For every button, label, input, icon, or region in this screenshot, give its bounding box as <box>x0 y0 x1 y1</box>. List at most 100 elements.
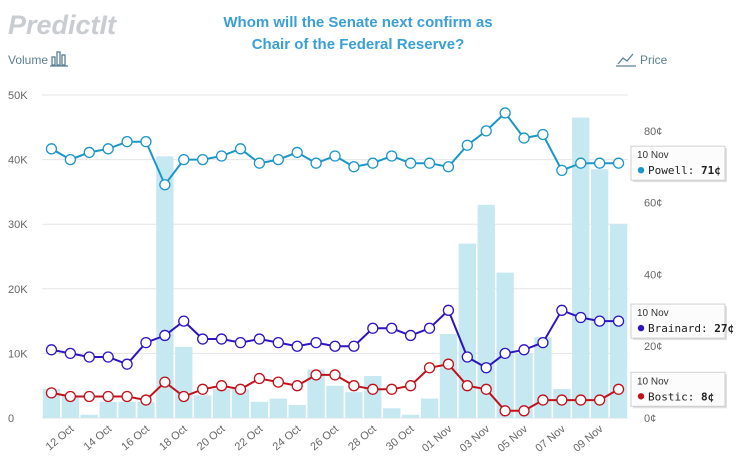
price-point <box>121 390 133 403</box>
date-tick-label: 22 Oct <box>233 423 266 453</box>
date-tick-label: 28 Oct <box>346 423 379 453</box>
tooltip-price: 71¢ <box>701 164 721 177</box>
price-point <box>178 390 190 403</box>
price-point <box>499 405 511 417</box>
price-point <box>575 311 587 324</box>
date-tick-label: 01 Nov <box>420 423 455 455</box>
tooltip-box <box>630 145 726 181</box>
price-point <box>442 304 455 316</box>
date-tick-label: 18 Oct <box>157 423 190 453</box>
price-point <box>102 143 114 155</box>
price-point <box>310 369 322 381</box>
date-tick-label: 03 Nov <box>458 423 493 455</box>
price-point <box>556 164 568 177</box>
price-point <box>159 179 171 191</box>
volume-bar <box>175 346 193 418</box>
volume-bar <box>420 398 439 418</box>
date-tick-label: 26 Oct <box>308 423 341 453</box>
price-point <box>121 358 133 370</box>
tooltip-powell: 10 Nov Powell: 71¢ <box>630 145 727 183</box>
price-tick-label: 20¢ <box>644 341 662 353</box>
price-point <box>423 322 436 334</box>
volume-bar <box>307 369 325 418</box>
volume-tick-label: 20K <box>8 284 28 296</box>
price-point <box>537 336 549 349</box>
volume-bar <box>137 401 155 418</box>
price-point <box>253 333 266 345</box>
volume-tick-label: 40K <box>8 155 28 167</box>
price-point <box>253 157 266 169</box>
date-tick-label: 09 Nov <box>571 423 606 455</box>
volume-bar <box>364 376 382 418</box>
price-point <box>423 362 436 374</box>
volume-bar <box>401 414 420 418</box>
volume-toggle[interactable]: Volume <box>8 51 68 67</box>
volume-bar <box>269 398 287 418</box>
price-point <box>556 394 568 406</box>
price-point <box>404 329 417 342</box>
volume-axis: 0 10K 20K 30K 40K 50K <box>8 90 28 425</box>
price-point <box>461 139 473 151</box>
price-point <box>45 143 58 155</box>
date-tick-label: 16 Oct <box>119 423 152 453</box>
price-point <box>499 107 511 119</box>
price-point <box>234 383 247 395</box>
price-point <box>83 390 95 403</box>
volume-bar <box>250 401 269 418</box>
price-point <box>102 351 114 363</box>
volume-bar <box>496 272 514 418</box>
series-brainard <box>45 304 625 374</box>
price-point <box>348 340 360 352</box>
price-point <box>423 157 436 169</box>
tooltip-price: 27¢ <box>714 322 734 335</box>
price-point <box>159 329 171 342</box>
price-point <box>197 333 209 345</box>
volume-bar <box>572 117 590 419</box>
volume-bars <box>42 117 628 419</box>
tooltip-series-dot <box>637 166 645 174</box>
price-point <box>64 390 77 403</box>
price-point <box>348 380 360 392</box>
tooltip-box <box>630 371 726 407</box>
tooltip-label: Brainard: 27¢ <box>648 322 734 335</box>
price-tick-label: 0¢ <box>644 413 656 425</box>
volume-bar <box>194 395 212 418</box>
series-bostic <box>45 358 625 417</box>
volume-bar <box>515 353 533 418</box>
price-point <box>291 340 303 352</box>
volume-label: Volume <box>8 53 48 67</box>
price-point <box>386 150 398 162</box>
date-tick-label: 05 Nov <box>496 423 531 455</box>
price-point <box>83 146 95 159</box>
predictit-logo[interactable]: PredictIt <box>8 10 117 40</box>
tooltip-label: Powell: 71¢ <box>648 164 721 177</box>
tooltip-brainard: 10 Nov Brainard: 27¢ <box>630 303 734 341</box>
date-axis: 12 Oct 14 Oct 16 Oct 18 Oct 20 Oct 22 Oct 24 O… <box>44 423 606 455</box>
date-tick-label: 07 Nov <box>533 423 568 455</box>
price-point <box>575 157 587 169</box>
price-point <box>215 333 228 345</box>
price-point <box>140 394 152 406</box>
price-point <box>272 376 284 388</box>
bar-chart-icon <box>50 51 68 67</box>
price-point <box>102 390 114 403</box>
price-point <box>404 157 417 169</box>
date-tick-label: 14 Oct <box>82 423 115 453</box>
price-point <box>215 380 228 392</box>
price-point <box>480 383 492 395</box>
tooltip-box <box>630 303 726 339</box>
series-powell <box>45 107 625 191</box>
price-toggle[interactable]: Price <box>616 53 668 67</box>
volume-bar <box>99 401 117 418</box>
price-point <box>178 315 190 327</box>
volume-bar <box>61 395 80 418</box>
volume-tick-label: 30K <box>8 219 28 231</box>
price-point <box>367 157 379 169</box>
price-point <box>197 153 209 166</box>
line-chart-icon <box>616 53 636 67</box>
price-point <box>518 132 530 144</box>
price-point <box>272 336 284 349</box>
volume-tick-label: 50K <box>8 90 28 102</box>
price-point <box>461 351 473 363</box>
